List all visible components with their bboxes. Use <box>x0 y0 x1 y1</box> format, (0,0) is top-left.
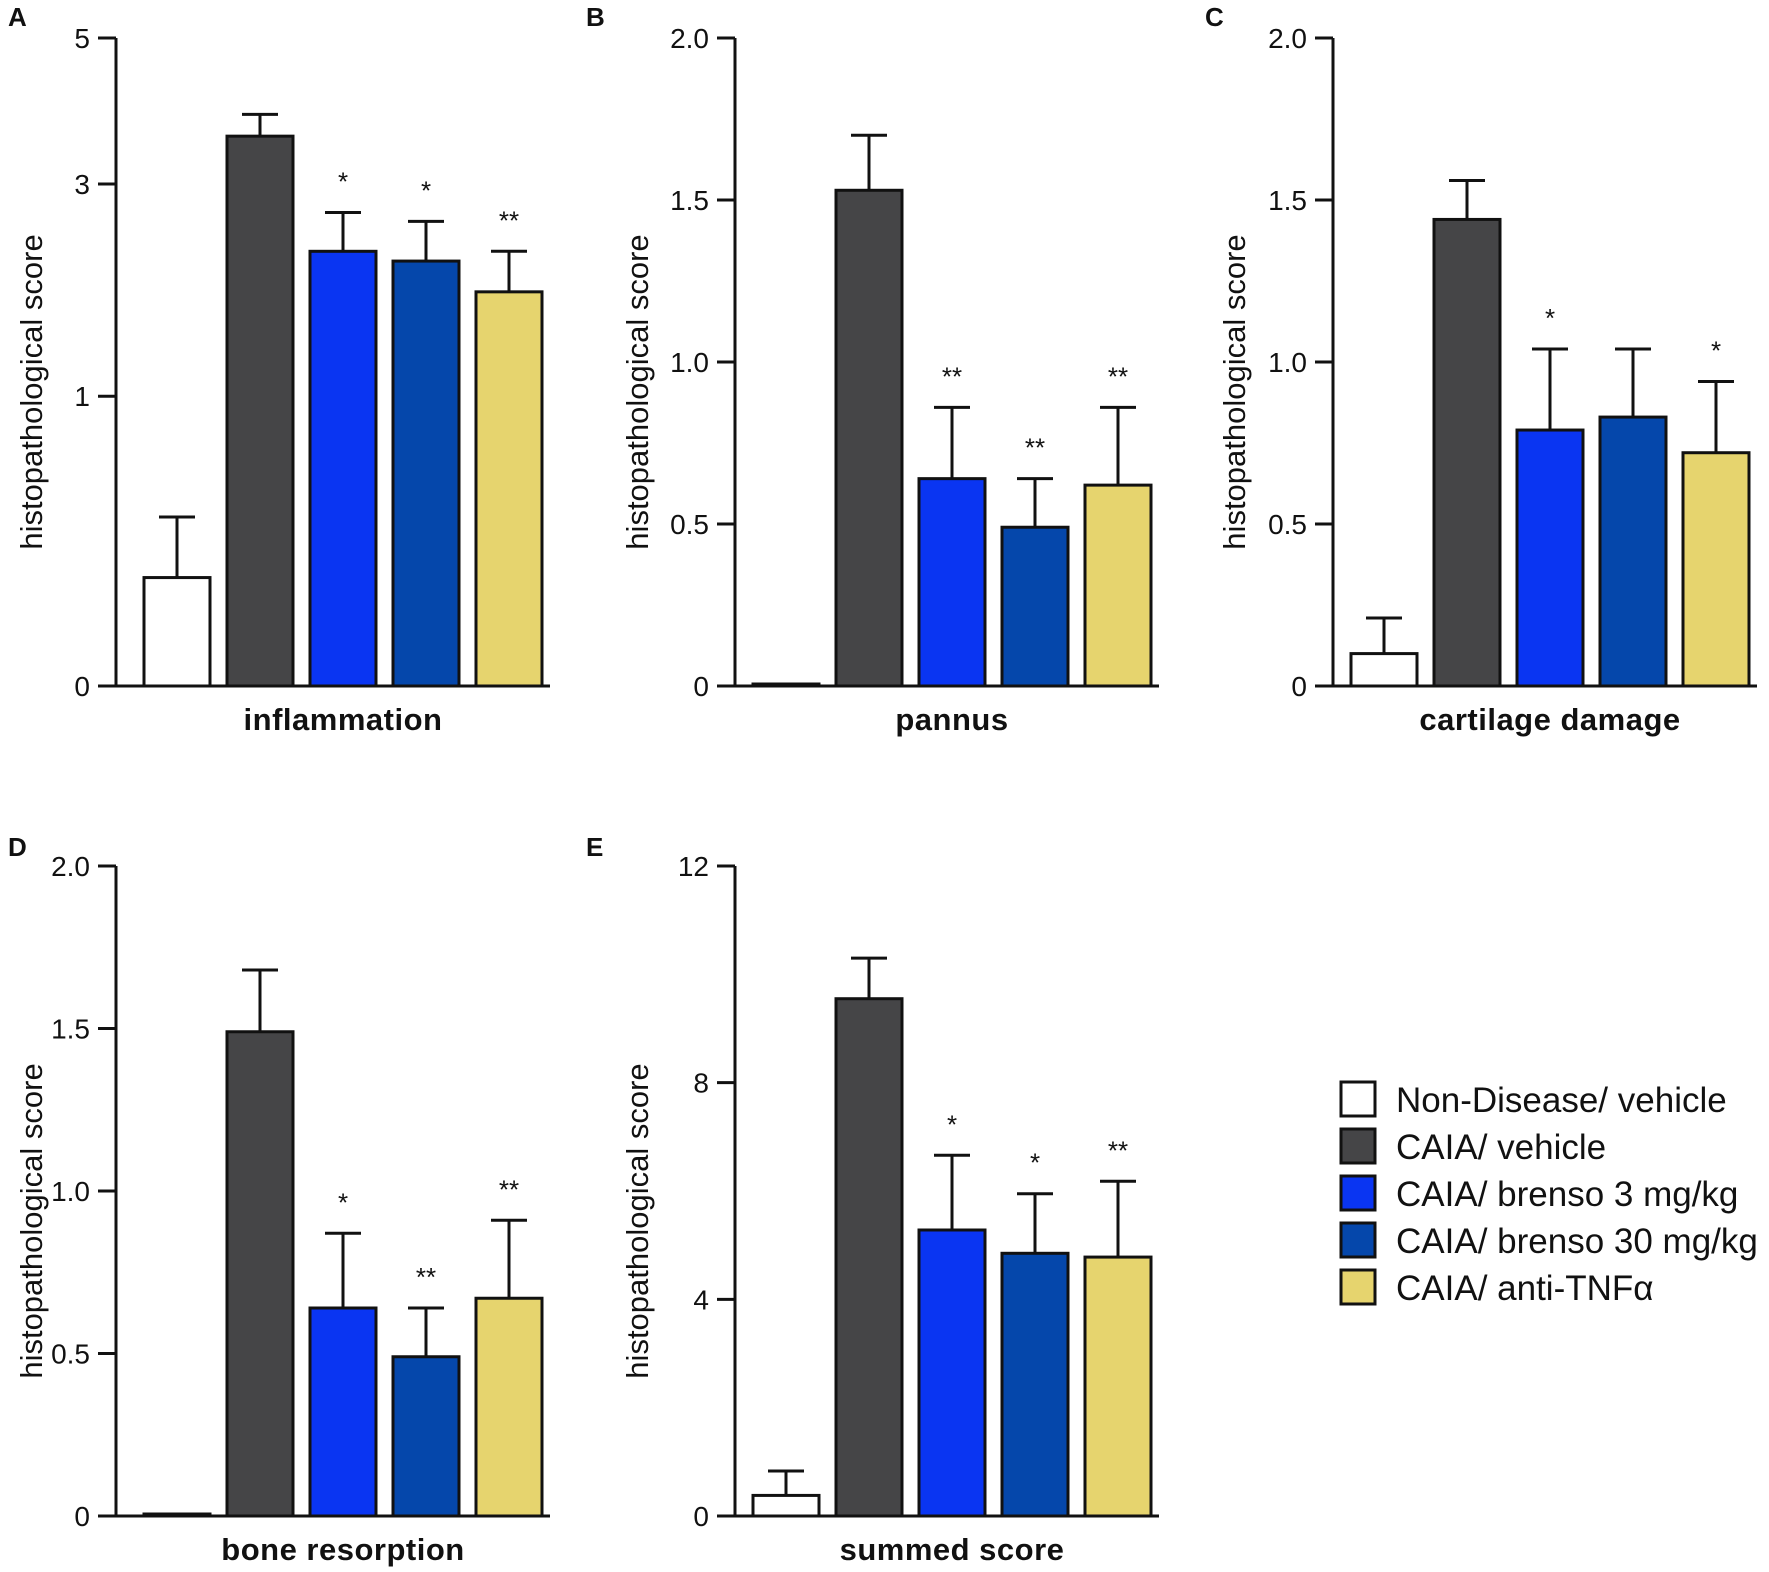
legend-swatch <box>1339 1268 1377 1306</box>
y-tick-label: 1.5 <box>670 185 709 216</box>
y-tick-label: 0.5 <box>1268 509 1307 540</box>
y-tick-label: 0.5 <box>51 1339 90 1370</box>
bar-2 <box>834 997 904 1518</box>
y-axis-label: histopathological score <box>14 1063 49 1378</box>
bar-5 <box>1681 451 1751 688</box>
bar-1 <box>751 682 821 688</box>
y-tick-label: 1.5 <box>1268 185 1307 216</box>
y-tick-label: 0 <box>74 671 90 702</box>
significance-marker: ** <box>416 1262 436 1292</box>
bar-1 <box>751 1493 821 1518</box>
y-axis-label: histopathological score <box>14 234 49 549</box>
y-tick-label: 1.0 <box>670 347 709 378</box>
significance-marker: * <box>338 166 348 196</box>
y-tick-label: 0 <box>74 1501 90 1532</box>
legend-label: CAIA/ brenso 3 mg/kg <box>1396 1175 1738 1214</box>
significance-marker: * <box>947 1109 957 1139</box>
bar-4 <box>1000 525 1070 688</box>
legend: Non-Disease/ vehicle CAIA/ vehicle CAIA/ b… <box>1339 1080 1758 1308</box>
significance-marker: * <box>338 1187 348 1217</box>
bar-3 <box>308 249 378 688</box>
significance-marker: ** <box>499 205 519 235</box>
y-tick-label: 1.0 <box>51 1176 90 1207</box>
bar-3 <box>917 477 987 688</box>
y-tick-label: 4 <box>693 1284 709 1315</box>
y-tick-label: 1.0 <box>1268 347 1307 378</box>
bar-1 <box>142 1512 212 1518</box>
panels: A 0 1 3 5 histopathological score inflammation… <box>8 2 1757 1567</box>
legend-label: CAIA/ anti-TNFα <box>1396 1269 1654 1308</box>
y-axis-label: histopathological score <box>620 1063 655 1378</box>
panel-d: D 0 0.5 1.0 1.5 2.0 histopathological score bon… <box>8 832 550 1567</box>
y-tick-label: 0.5 <box>670 509 709 540</box>
significance-marker: * <box>1545 303 1555 333</box>
legend-swatch <box>1339 1127 1377 1165</box>
bar-5 <box>474 1296 544 1518</box>
significance-marker: ** <box>1025 433 1045 463</box>
bar-2 <box>225 1030 295 1518</box>
y-tick-label: 2.0 <box>670 23 709 54</box>
bar-5 <box>1083 483 1153 688</box>
y-tick-label: 0 <box>693 1501 709 1532</box>
legend-label: CAIA/ brenso 30 mg/kg <box>1396 1222 1758 1261</box>
y-tick-label: 5 <box>74 23 90 54</box>
y-axis-label: histopathological score <box>620 234 655 549</box>
y-tick-label: 3 <box>74 169 90 200</box>
bar-5 <box>1083 1255 1153 1518</box>
panel-c: C 0 0.5 1.0 1.5 2.0 histopathological score car… <box>1205 2 1757 737</box>
significance-marker: ** <box>499 1174 519 1204</box>
y-tick-label: 0 <box>1291 671 1307 702</box>
panel-letter: C <box>1205 2 1224 32</box>
bar-2 <box>834 188 904 688</box>
panel-e: E 0 4 8 12 histopathological score summed scor… <box>586 832 1159 1567</box>
bar-1 <box>142 576 212 688</box>
bar-4 <box>391 1355 461 1518</box>
panel-letter: D <box>8 832 27 862</box>
significance-marker: ** <box>1108 361 1128 391</box>
bar-3 <box>1515 428 1585 688</box>
legend-swatch <box>1339 1221 1377 1259</box>
x-axis-label: cartilage damage <box>1419 702 1680 737</box>
panel-a: A 0 1 3 5 histopathological score inflammation… <box>8 2 550 737</box>
bar-4 <box>391 259 461 688</box>
panel-letter: A <box>8 2 27 32</box>
panel-letter: B <box>586 2 605 32</box>
panel-letter: E <box>586 832 603 862</box>
y-tick-label: 1 <box>74 381 90 412</box>
legend-label: Non-Disease/ vehicle <box>1396 1081 1727 1120</box>
x-axis-label: summed score <box>840 1532 1065 1567</box>
y-tick-label: 12 <box>678 851 709 882</box>
y-tick-label: 0 <box>693 671 709 702</box>
significance-marker: * <box>1030 1148 1040 1178</box>
bar-4 <box>1000 1251 1070 1518</box>
x-axis-label: inflammation <box>244 702 443 737</box>
legend-label: CAIA/ vehicle <box>1396 1128 1606 1167</box>
bar-1 <box>1349 652 1419 688</box>
y-tick-label: 2.0 <box>1268 23 1307 54</box>
x-axis-label: bone resorption <box>221 1532 464 1567</box>
bar-5 <box>474 290 544 688</box>
y-tick-label: 1.5 <box>51 1014 90 1045</box>
x-axis-label: pannus <box>895 702 1008 737</box>
bar-4 <box>1598 415 1668 688</box>
legend-swatch <box>1339 1080 1377 1118</box>
significance-marker: ** <box>942 361 962 391</box>
bar-2 <box>1432 217 1502 688</box>
panel-b: B 0 0.5 1.0 1.5 2.0 histopathological score pan… <box>586 2 1159 737</box>
y-axis-label: histopathological score <box>1217 234 1252 549</box>
significance-marker: ** <box>1108 1135 1128 1165</box>
y-tick-label: 8 <box>693 1068 709 1099</box>
significance-marker: * <box>421 175 431 205</box>
bar-2 <box>225 134 295 688</box>
significance-marker: * <box>1711 335 1721 365</box>
bar-3 <box>308 1306 378 1518</box>
y-tick-label: 2.0 <box>51 851 90 882</box>
legend-swatch <box>1339 1174 1377 1212</box>
bar-3 <box>917 1228 987 1518</box>
